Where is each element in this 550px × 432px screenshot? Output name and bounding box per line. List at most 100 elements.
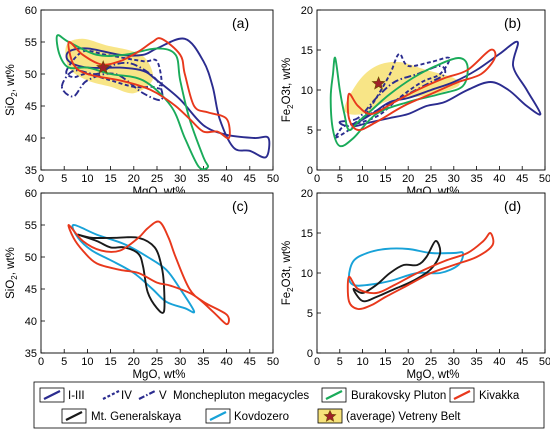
vetreny-belt-star bbox=[371, 76, 386, 90]
x-tick-label: 20 bbox=[402, 173, 414, 185]
legend-line-kiv bbox=[453, 390, 471, 400]
x-tick-label: 40 bbox=[220, 356, 232, 368]
x-tick-label: 15 bbox=[104, 173, 116, 185]
x-tick-label: 0 bbox=[38, 173, 44, 185]
field-m4 bbox=[65, 49, 163, 90]
vetreny-belt-star bbox=[96, 60, 111, 74]
panel-d: 0 5 10 15 20 25 30 35 40 45 50 0 5 10 15 20 (d) MgO, wt% F… bbox=[281, 188, 550, 381]
field-kiv bbox=[346, 48, 497, 131]
y-axis-title: Fe2O3t, wt% bbox=[281, 241, 295, 306]
x-tick-label: 15 bbox=[379, 356, 391, 368]
field-kov bbox=[347, 247, 465, 287]
field-gen bbox=[77, 233, 166, 314]
y-tick-label: 50 bbox=[25, 252, 37, 264]
legend-star-icon bbox=[323, 409, 337, 422]
y-axis-title: Fe2O3t, wt% bbox=[281, 58, 295, 123]
field-kov bbox=[71, 224, 196, 314]
field-gen bbox=[352, 240, 442, 303]
series-layer bbox=[67, 220, 230, 326]
legend-line-m5 bbox=[138, 390, 156, 400]
panel-label-a: (a) bbox=[232, 15, 249, 31]
x-tick-label: 25 bbox=[151, 173, 163, 185]
panel-label-d: (d) bbox=[504, 198, 521, 214]
x-tick-label: 15 bbox=[379, 173, 391, 185]
y-tick-label: 10 bbox=[301, 268, 313, 280]
x-tick-label: 5 bbox=[337, 356, 343, 368]
x-tick-label: 50 bbox=[539, 356, 550, 368]
legend-line-bur bbox=[325, 390, 343, 400]
y-tick-label: 0 bbox=[307, 348, 313, 360]
y-axis-title: SiO2, wt% bbox=[5, 64, 19, 116]
field-bur bbox=[329, 56, 469, 148]
x-tick-label: 50 bbox=[267, 173, 279, 185]
x-tick-label: 0 bbox=[38, 356, 44, 368]
panel-c: 0 5 10 15 20 25 30 35 40 45 50 35 40 45 50 55 60 (c) MgO, … bbox=[5, 188, 279, 381]
x-tick-label: 45 bbox=[244, 173, 256, 185]
legend: I-III IV V Monchepluton megacycles Burak… bbox=[33, 381, 545, 429]
series-layer bbox=[329, 40, 542, 148]
y-tick-label: 15 bbox=[301, 228, 313, 240]
x-tick-label: 45 bbox=[244, 356, 256, 368]
x-tick-label: 35 bbox=[197, 173, 209, 185]
field-m13 bbox=[352, 40, 542, 128]
x-tick-label: 20 bbox=[128, 356, 140, 368]
x-tick-label: 10 bbox=[356, 173, 368, 185]
x-tick-label: 10 bbox=[356, 356, 368, 368]
x-tick-label: 10 bbox=[81, 356, 93, 368]
panel-label-c: (c) bbox=[232, 198, 248, 214]
legend-label-bur: Burakovsky Pluton bbox=[351, 390, 446, 402]
y-tick-label: 20 bbox=[301, 5, 313, 17]
y-axis-title: SiO2, wt% bbox=[5, 247, 19, 299]
y-tick-label: 35 bbox=[25, 348, 37, 360]
y-tick-label: 60 bbox=[25, 188, 37, 200]
x-tick-label: 0 bbox=[314, 356, 320, 368]
legend-label-m5: V bbox=[159, 390, 167, 402]
x-tick-label: 30 bbox=[174, 173, 186, 185]
x-tick-label: 10 bbox=[81, 173, 93, 185]
legend-line-m13 bbox=[43, 390, 61, 400]
y-tick-label: 40 bbox=[25, 316, 37, 328]
plot-frame-c bbox=[40, 192, 274, 354]
x-tick-label: 45 bbox=[516, 356, 528, 368]
legend-label-monchepluton: Monchepluton megacycles bbox=[173, 390, 309, 402]
y-tick-label: 55 bbox=[25, 37, 37, 49]
field-m5 bbox=[60, 61, 164, 102]
panel-a: 0 5 10 15 20 25 30 35 40 45 50354045505560(a)MgO, … bbox=[5, 5, 279, 198]
x-tick-label: 5 bbox=[61, 173, 67, 185]
legend-line-kov bbox=[209, 411, 227, 421]
legend-label-kiv: Kivakka bbox=[479, 390, 520, 402]
field-kiv bbox=[67, 220, 230, 326]
legend-line-gen bbox=[65, 411, 83, 421]
legend-label-m13: I-III bbox=[68, 390, 85, 402]
x-tick-label: 25 bbox=[425, 356, 437, 368]
x-tick-label: 35 bbox=[197, 356, 209, 368]
y-tick-label: 15 bbox=[301, 45, 313, 57]
y-tick-label: 20 bbox=[301, 188, 313, 200]
x-tick-label: 20 bbox=[128, 173, 140, 185]
x-tick-label: 40 bbox=[493, 356, 505, 368]
x-tick-label: 15 bbox=[104, 356, 116, 368]
x-tick-label: 50 bbox=[267, 356, 279, 368]
field-m13 bbox=[65, 37, 271, 159]
x-tick-label: 20 bbox=[402, 356, 414, 368]
y-tick-label: 45 bbox=[25, 284, 37, 296]
y-tick-label: 60 bbox=[25, 5, 37, 17]
y-tick-label: 0 bbox=[307, 165, 313, 177]
y-tick-label: 5 bbox=[307, 125, 313, 137]
legend-frame bbox=[33, 381, 545, 429]
y-tick-label: 10 bbox=[301, 85, 313, 97]
field-kiv bbox=[346, 232, 495, 311]
legend-label-gen: Mt. Generalskaya bbox=[91, 411, 182, 423]
x-tick-label: 25 bbox=[151, 356, 163, 368]
legend-line-m4 bbox=[102, 390, 120, 400]
x-tick-label: 0 bbox=[314, 173, 320, 185]
x-axis-title: MgO, wt% bbox=[132, 369, 185, 381]
x-tick-label: 45 bbox=[516, 173, 528, 185]
x-tick-label: 40 bbox=[220, 173, 232, 185]
x-tick-label: 35 bbox=[470, 356, 482, 368]
y-tick-label: 35 bbox=[25, 165, 37, 177]
y-tick-label: 45 bbox=[25, 101, 37, 113]
x-tick-label: 30 bbox=[448, 356, 460, 368]
y-tick-label: 40 bbox=[25, 133, 37, 145]
x-tick-label: 40 bbox=[493, 173, 505, 185]
